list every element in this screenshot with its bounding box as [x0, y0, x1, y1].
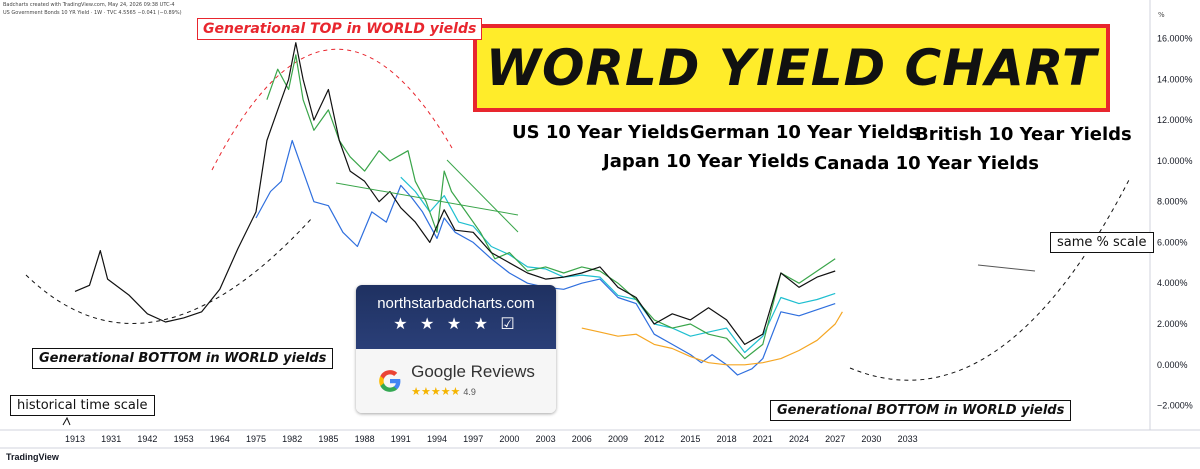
- x-tick-label: 2006: [572, 434, 592, 444]
- trend-lines: [335, 159, 1036, 272]
- header-symbol: US Government Bonds 10 YR Yield · 1W · T…: [3, 10, 182, 16]
- series-layer: [74, 42, 843, 376]
- x-tick-label: 2024: [789, 434, 809, 444]
- chart-title: WORLD YIELD CHART: [485, 39, 1098, 97]
- x-tick-label: 1953: [174, 434, 194, 444]
- tradingview-logo-text: TradingView: [6, 452, 59, 462]
- bottom-right-arc-dashed: [849, 177, 1131, 381]
- series-british-10-year-yields: [266, 54, 836, 360]
- x-tick-label: 1985: [318, 434, 338, 444]
- series-german-10-year-yields: [255, 139, 836, 376]
- series-canada-10-year-yields: [400, 176, 836, 354]
- time-scale-note: historical time scale: [10, 395, 155, 416]
- y-tick-label: 0.000%: [1157, 360, 1188, 370]
- trend-line-3: [977, 264, 1036, 272]
- y-tick-label: 2.000%: [1157, 319, 1188, 329]
- annotation-curves: [25, 48, 1131, 381]
- x-tick-label: 1982: [282, 434, 302, 444]
- legend-german: German 10 Year Yields: [690, 122, 920, 143]
- x-tick-label: 2012: [644, 434, 664, 444]
- y-tick-label: 6.000%: [1157, 237, 1188, 247]
- badge-header: northstarbadcharts.com ★ ★ ★ ★ ☑: [356, 285, 556, 349]
- x-tick-label: 1931: [101, 434, 121, 444]
- axis-unit: %: [1158, 11, 1165, 19]
- top-arc-dashed: [211, 48, 453, 171]
- tradingview-logo[interactable]: TradingView: [6, 452, 59, 462]
- chart-title-box: WORLD YIELD CHART: [473, 24, 1110, 112]
- x-tick-label: 1975: [246, 434, 266, 444]
- y-tick-label: 14.000%: [1157, 74, 1193, 84]
- trend-line-1: [335, 182, 519, 216]
- legend-us: US 10 Year Yields: [512, 122, 690, 143]
- series-japan-10-year-yields: [581, 311, 843, 366]
- legend-japan: Japan 10 Year Yields: [603, 151, 810, 172]
- badge-site: northstarbadcharts.com: [377, 295, 535, 312]
- x-tick-label: 2030: [861, 434, 881, 444]
- review-badge[interactable]: northstarbadcharts.com ★ ★ ★ ★ ☑ Google …: [356, 285, 556, 413]
- y-tick-label: 16.000%: [1157, 34, 1193, 44]
- x-tick-label: 2021: [753, 434, 773, 444]
- same-scale-note: same % scale: [1050, 232, 1154, 253]
- generational-bottom-right-note: Generational BOTTOM in WORLD yields: [770, 400, 1072, 421]
- x-tick-label: 1991: [391, 434, 411, 444]
- x-tick-label: 1942: [137, 434, 157, 444]
- y-tick-label: 8.000%: [1157, 197, 1188, 207]
- y-tick-label: 4.000%: [1157, 278, 1188, 288]
- x-tick-label: 1994: [427, 434, 447, 444]
- bottom-left-arc-dashed: [25, 217, 313, 324]
- y-tick-label: 10.000%: [1157, 156, 1193, 166]
- google-g-icon: [379, 370, 401, 392]
- axis-layer: 16.000% 14.000% 12.000% 10.000% 8.000% 6.000%…: [0, 0, 1200, 449]
- y-tick-label: −2.000%: [1157, 401, 1193, 411]
- x-tick-label: 2033: [898, 434, 918, 444]
- series-us-10-year-yields: [74, 42, 836, 345]
- badge-stars: ★ ★ ★ ★ ☑: [393, 316, 519, 333]
- x-tick-label: 1913: [65, 434, 85, 444]
- x-tick-label: 2027: [825, 434, 845, 444]
- review-score: 4.9: [463, 387, 476, 397]
- time-marker-icon: [62, 416, 71, 426]
- legend-british: British 10 Year Yields: [915, 124, 1132, 145]
- x-tick-label: 2018: [717, 434, 737, 444]
- x-tick-label: 1997: [463, 434, 483, 444]
- legend-canada: Canada 10 Year Yields: [814, 153, 1039, 174]
- x-tick-label: 2009: [608, 434, 628, 444]
- badge-google: Google Reviews ★★★★★ 4.9: [356, 349, 556, 413]
- google-reviews-label: Google Reviews: [411, 362, 535, 381]
- header-credit: Badcharts created with TradingView.com, …: [3, 2, 175, 8]
- x-tick-label: 1988: [355, 434, 375, 444]
- y-tick-label: 12.000%: [1157, 115, 1193, 125]
- review-stars: ★★★★★: [411, 386, 461, 398]
- generational-bottom-left-note: Generational BOTTOM in WORLD yields: [32, 348, 334, 369]
- x-tick-label: 2003: [536, 434, 556, 444]
- generational-top-note: Generational TOP in WORLD yields: [197, 18, 483, 40]
- x-tick-label: 2015: [680, 434, 700, 444]
- x-tick-label: 2000: [499, 434, 519, 444]
- trend-line-2: [446, 159, 519, 233]
- x-tick-label: 1964: [210, 434, 230, 444]
